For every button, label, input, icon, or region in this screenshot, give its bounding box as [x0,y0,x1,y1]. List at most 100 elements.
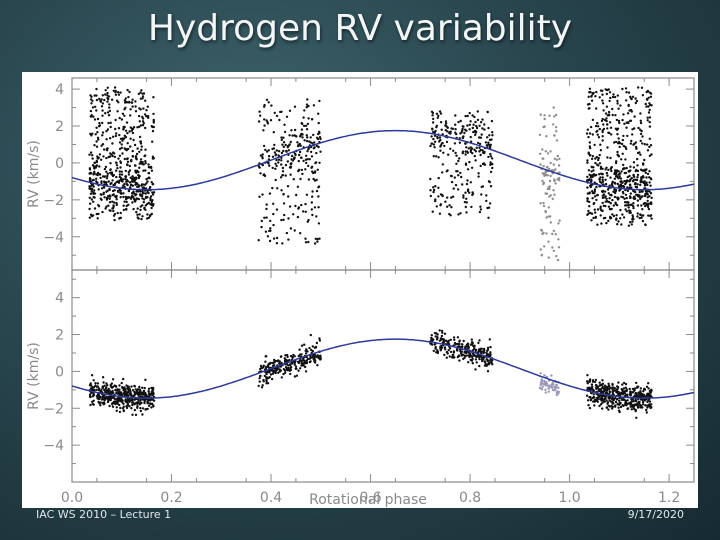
data-point [150,212,153,216]
data-point [297,361,300,365]
data-point [123,101,127,104]
data-point [128,393,131,396]
data-point [287,238,290,241]
data-point [277,371,280,374]
data-point [112,183,115,187]
data-point [636,151,640,155]
data-point [470,338,473,341]
data-point [304,365,307,369]
data-point [309,141,312,144]
data-point [263,174,267,178]
data-point [636,204,640,207]
data-point [605,197,608,200]
data-point [616,397,619,401]
data-point [103,196,106,199]
data-point [281,173,285,177]
data-point [646,199,649,203]
data-point [310,201,313,204]
data-point [555,139,559,142]
data-point [458,359,461,362]
data-point [439,347,443,351]
data-point [625,99,628,102]
data-point [603,118,607,122]
data-point [138,135,142,139]
data-point [602,387,606,390]
data-point [596,133,599,136]
data-point [118,147,122,151]
data-point [488,180,491,184]
data-point [148,392,151,395]
data-point [104,93,107,96]
data-point [125,393,128,397]
data-point [151,155,155,158]
data-point [147,191,150,195]
data-point [474,349,478,352]
data-point [294,365,298,368]
data-point [90,134,93,137]
data-point [129,126,132,129]
data-point [439,338,443,341]
data-point [258,110,261,113]
data-point [309,356,312,360]
data-point [636,394,639,397]
data-point [599,214,602,217]
data-point [597,164,600,167]
data-point [288,205,292,208]
data-point [316,137,320,141]
data-point [131,98,134,101]
data-point [440,329,444,333]
data-point [605,399,608,402]
data-point [282,141,286,144]
data-point [468,160,471,164]
data-point [542,165,545,168]
data-point [626,402,630,405]
data-point [621,196,625,199]
data-point [600,387,604,390]
data-point [455,170,458,173]
data-point [90,187,94,190]
data-point [465,351,468,354]
data-point [101,94,105,97]
data-point [591,190,594,193]
data-point [633,407,636,411]
data-point [545,135,548,138]
data-point [601,176,604,179]
data-point [619,180,622,183]
data-point [267,155,271,158]
data-point [458,157,461,160]
data-point [611,95,615,99]
data-point [488,134,491,137]
footer-date: 9/17/2020 [627,508,684,521]
data-point [472,130,475,134]
data-point [619,104,622,107]
data-point [138,150,141,153]
data-point [544,173,547,176]
data-point [475,130,478,133]
data-point [127,170,130,174]
data-point [260,225,263,229]
data-point [594,211,597,214]
data-point [118,403,121,407]
data-point [482,356,486,359]
data-point [469,148,473,152]
data-point [607,168,610,172]
data-point [441,331,444,334]
data-point [310,155,314,158]
data-point [141,392,144,395]
data-point [144,160,147,163]
data-point [636,212,639,215]
data-point [117,180,120,184]
data-point [446,169,449,172]
data-point [282,136,285,139]
data-point [626,407,629,410]
data-point [106,196,109,200]
data-point [593,143,596,147]
data-point [430,135,433,138]
data-point [639,387,643,390]
data-point [289,140,292,144]
data-point [591,388,594,391]
data-point [123,200,126,203]
data-point [109,383,112,387]
data-point [147,163,150,166]
data-point [546,152,550,155]
